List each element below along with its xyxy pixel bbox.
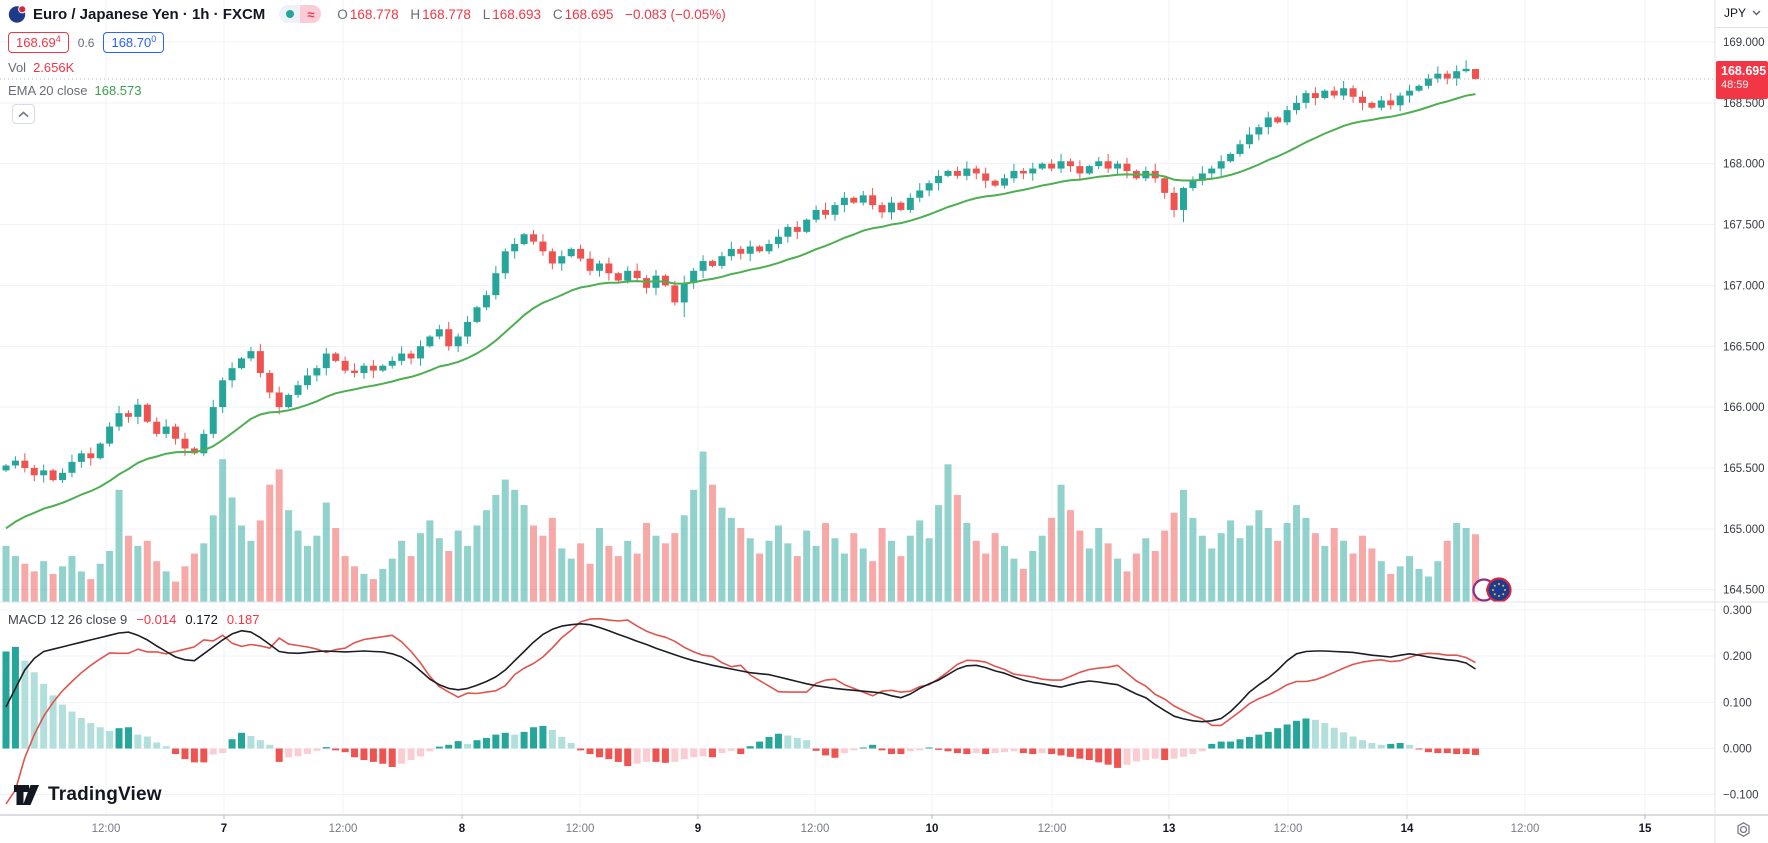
chart-legend: Euro / Japanese Yen · 1h · FXCM ≈ O 168.7… — [8, 3, 726, 99]
svg-text:167.500: 167.500 — [1723, 220, 1765, 232]
candles — [2, 60, 1480, 484]
tradingview-logo-icon — [14, 785, 39, 805]
svg-text:7: 7 — [221, 823, 227, 835]
ema-line — [5, 93, 1476, 530]
svg-text:13: 13 — [1163, 823, 1176, 835]
axis-divider — [1715, 27, 1768, 28]
svg-text:166.500: 166.500 — [1723, 341, 1765, 353]
svg-text:12:00: 12:00 — [801, 823, 830, 835]
macd-hist-value: −0.014 — [136, 612, 177, 627]
close-value: 168.695 — [564, 6, 614, 22]
svg-text:169.000: 169.000 — [1723, 37, 1765, 49]
tradingview-watermark[interactable]: TradingView — [13, 783, 162, 807]
svg-text:165.000: 165.000 — [1723, 524, 1765, 536]
chevron-up-icon — [18, 110, 29, 117]
symbol-title[interactable]: Euro / Japanese Yen · 1h · FXCM — [33, 5, 266, 23]
svg-text:168.500: 168.500 — [1723, 98, 1765, 110]
legend-collapse-button[interactable] — [12, 104, 35, 124]
delayed-data-icon: ≈ — [300, 5, 322, 23]
bid-ask-row: 168.69 4 0.6 168.70 0 — [8, 32, 726, 53]
svg-text:0.300: 0.300 — [1723, 605, 1752, 617]
volume-label: Vol — [8, 60, 27, 75]
svg-text:0.100: 0.100 — [1723, 697, 1752, 709]
svg-text:−0.100: −0.100 — [1723, 790, 1759, 802]
svg-text:12:00: 12:00 — [92, 823, 121, 835]
svg-text:12:00: 12:00 — [566, 823, 595, 835]
low-label: L — [482, 6, 491, 22]
gear-icon — [1736, 821, 1750, 837]
svg-text:168.000: 168.000 — [1723, 159, 1765, 171]
buy-button[interactable]: 168.70 0 — [103, 32, 165, 53]
symbol-logo-icon — [8, 5, 27, 23]
market-status-pill[interactable]: ≈ — [279, 5, 322, 23]
macd-signal-value: 0.187 — [226, 612, 260, 627]
svg-text:8: 8 — [459, 823, 466, 835]
gridlines — [0, 0, 1715, 815]
pair-flags-icon — [1472, 577, 1512, 603]
spread-value: 0.6 — [77, 35, 95, 50]
high-value: 168.778 — [422, 6, 471, 22]
price-scale[interactable]: 169.000 168.500 168.000 167.500 167.000 166.5… — [1723, 37, 1765, 802]
bar-countdown: 48:59 — [1721, 79, 1749, 91]
low-value: 168.693 — [492, 6, 542, 22]
volume-value: 2.656K — [33, 60, 75, 75]
price-scale-currency[interactable]: JPY — [1716, 0, 1768, 26]
last-price-tag: 168.695 48:59 — [1716, 61, 1768, 99]
watermark-text: TradingView — [48, 784, 162, 805]
ema-label: EMA 20 close — [8, 83, 88, 98]
ema-value: 168.573 — [94, 83, 142, 98]
time-axis-settings-button[interactable] — [1733, 819, 1753, 839]
svg-text:12:00: 12:00 — [329, 823, 358, 835]
svg-text:12:00: 12:00 — [1511, 823, 1540, 835]
svg-text:166.000: 166.000 — [1723, 402, 1765, 414]
ohlc-values: O 168.778 H 168.778 L 168.693 C 168.695 −0.0… — [337, 7, 725, 22]
macd-line-value: 0.172 — [185, 612, 218, 627]
time-axis[interactable]: 12:00 7 12:00 8 12:00 9 12:00 10 12:00 13 12:00 14 1… — [92, 815, 1652, 835]
open-value: 168.778 — [349, 6, 399, 22]
macd-lines — [5, 617, 1476, 805]
open-label: O — [337, 6, 348, 22]
change-value: −0.083 (−0.05%) — [625, 6, 726, 22]
high-label: H — [410, 6, 421, 22]
macd-legend-row[interactable]: MACD 12 26 close 9 −0.014 0.172 0.187 — [8, 612, 259, 627]
svg-text:164.500: 164.500 — [1723, 585, 1765, 597]
symbol-legend-row[interactable]: Euro / Japanese Yen · 1h · FXCM ≈ O 168.7… — [8, 3, 726, 25]
sell-button[interactable]: 168.69 4 — [8, 32, 69, 53]
svg-text:9: 9 — [695, 823, 701, 835]
svg-text:0.200: 0.200 — [1723, 651, 1752, 663]
volume-bars — [2, 451, 1480, 602]
last-price-value: 168.695 — [1721, 64, 1767, 78]
svg-text:167.000: 167.000 — [1723, 280, 1765, 292]
svg-text:10: 10 — [926, 823, 939, 835]
volume-legend-row[interactable]: Vol 2.656K — [8, 59, 726, 76]
svg-text:15: 15 — [1639, 823, 1652, 835]
market-open-dot-icon — [279, 5, 301, 23]
svg-text:12:00: 12:00 — [1274, 823, 1303, 835]
currency-label: JPY — [1724, 6, 1747, 20]
svg-text:14: 14 — [1401, 823, 1414, 835]
macd-label: MACD 12 26 close 9 — [8, 612, 128, 627]
svg-text:12:00: 12:00 — [1038, 823, 1067, 835]
macd-histogram — [2, 646, 1480, 768]
svg-text:165.500: 165.500 — [1723, 463, 1765, 475]
close-label: C — [552, 6, 563, 22]
svg-text:0.000: 0.000 — [1723, 744, 1752, 756]
ema-legend-row[interactable]: EMA 20 close 168.573 — [8, 82, 726, 99]
chevron-down-icon — [1752, 10, 1761, 16]
